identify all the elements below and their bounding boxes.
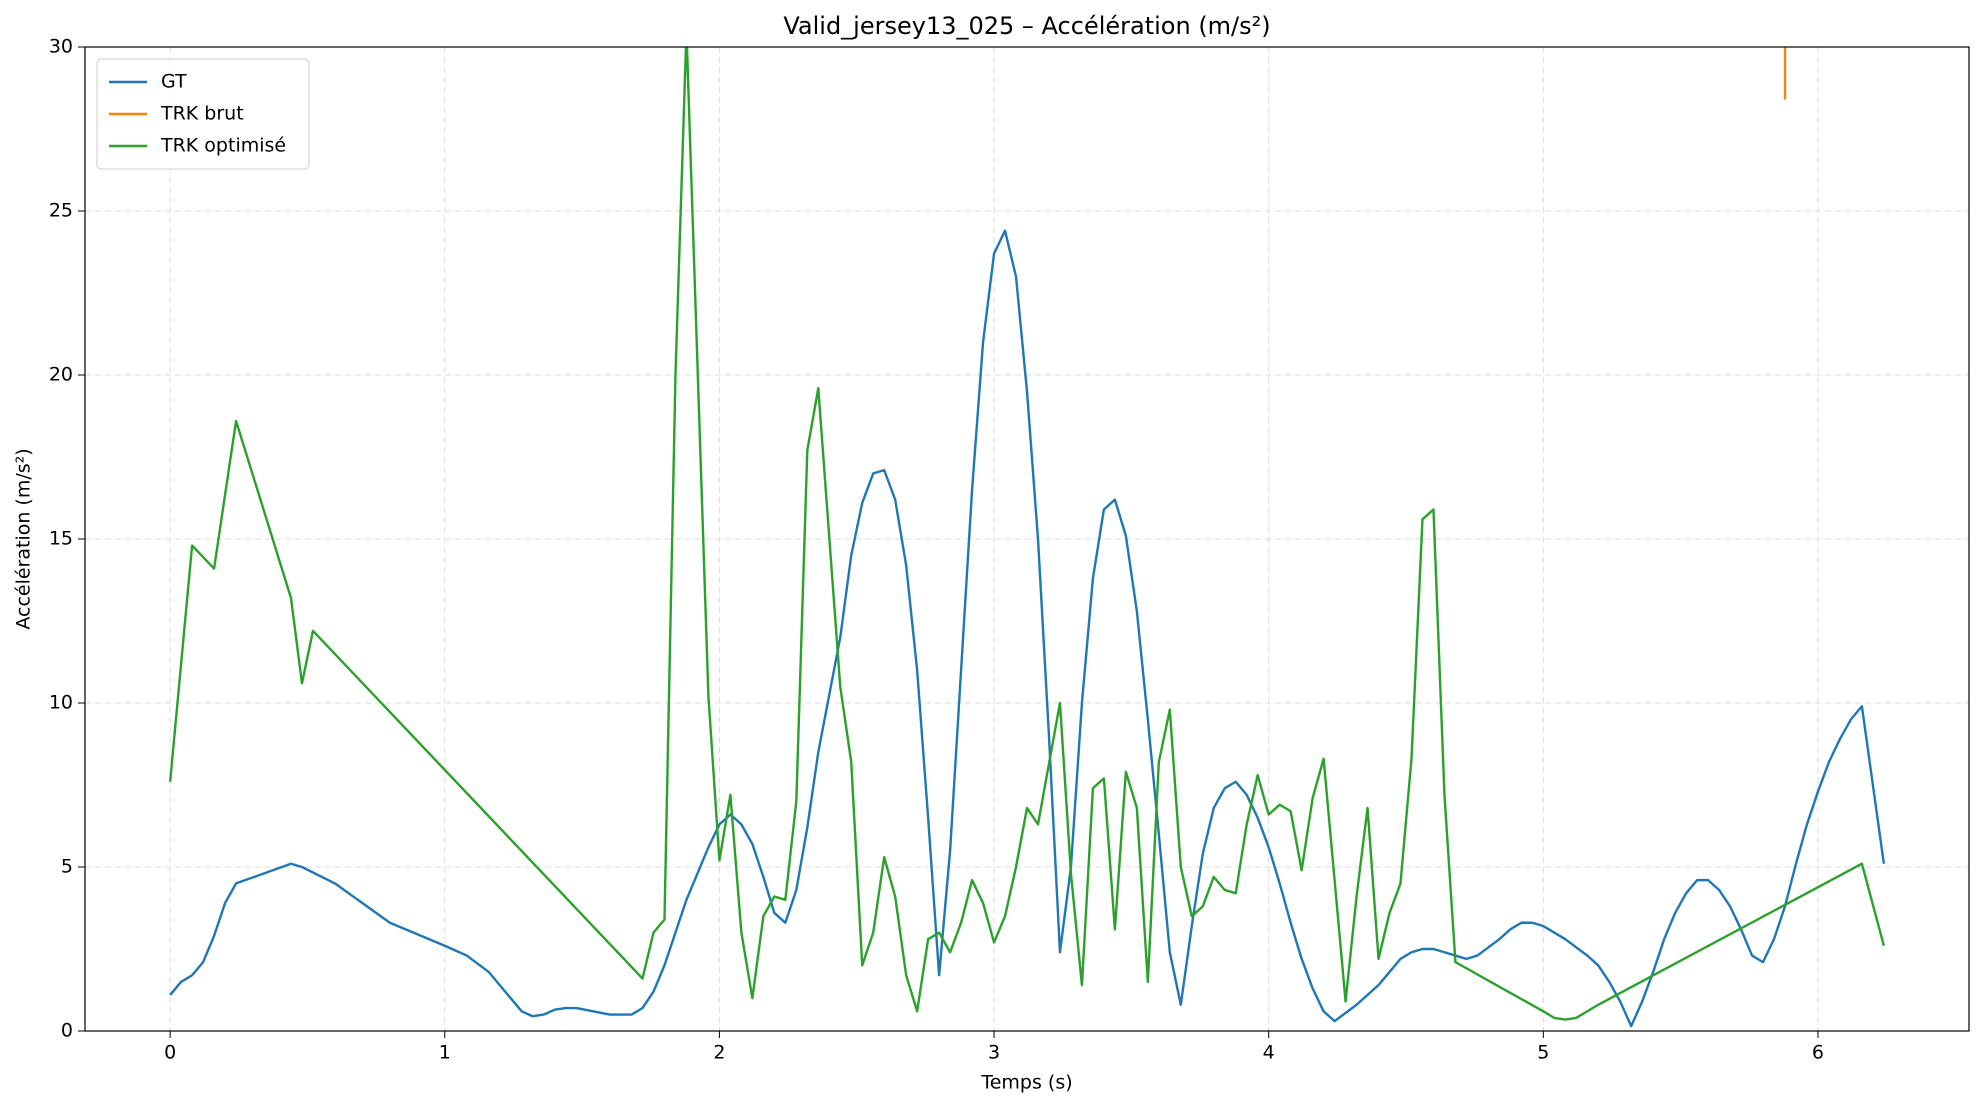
data-line [169, 229, 1886, 1028]
x-tick-label: 0 [164, 1042, 176, 1064]
data-line [168, 47, 1886, 1021]
x-tick-label: 5 [1537, 1042, 1549, 1064]
plot-lines [168, 47, 1886, 1028]
x-axis-label: Temps (s) [980, 1072, 1072, 1094]
y-tick-label: 30 [49, 36, 73, 58]
y-tick-label: 0 [61, 1020, 73, 1042]
plot-frame [84, 46, 1970, 1032]
y-tick-label: 20 [49, 364, 73, 386]
legend-label: GT [161, 71, 187, 93]
y-tick-label: 25 [49, 200, 73, 222]
y-tick-label: 5 [61, 856, 73, 878]
x-tick-label: 3 [988, 1042, 1000, 1064]
y-axis-label: Accélération (m/s²) [13, 448, 35, 629]
x-tick-label: 1 [439, 1042, 451, 1064]
x-tick-label: 2 [713, 1042, 725, 1064]
legend-box [96, 58, 310, 170]
chart-title: Valid_jersey13_025 – Accélération (m/s²) [783, 12, 1270, 40]
y-tick-label: 10 [49, 692, 73, 714]
legend-label: TRK optimisé [160, 135, 286, 157]
legend-label: TRK brut [160, 103, 244, 125]
y-tick-label: 15 [49, 528, 73, 550]
x-tick-label: 4 [1263, 1042, 1275, 1064]
x-tick-label: 6 [1812, 1042, 1824, 1064]
